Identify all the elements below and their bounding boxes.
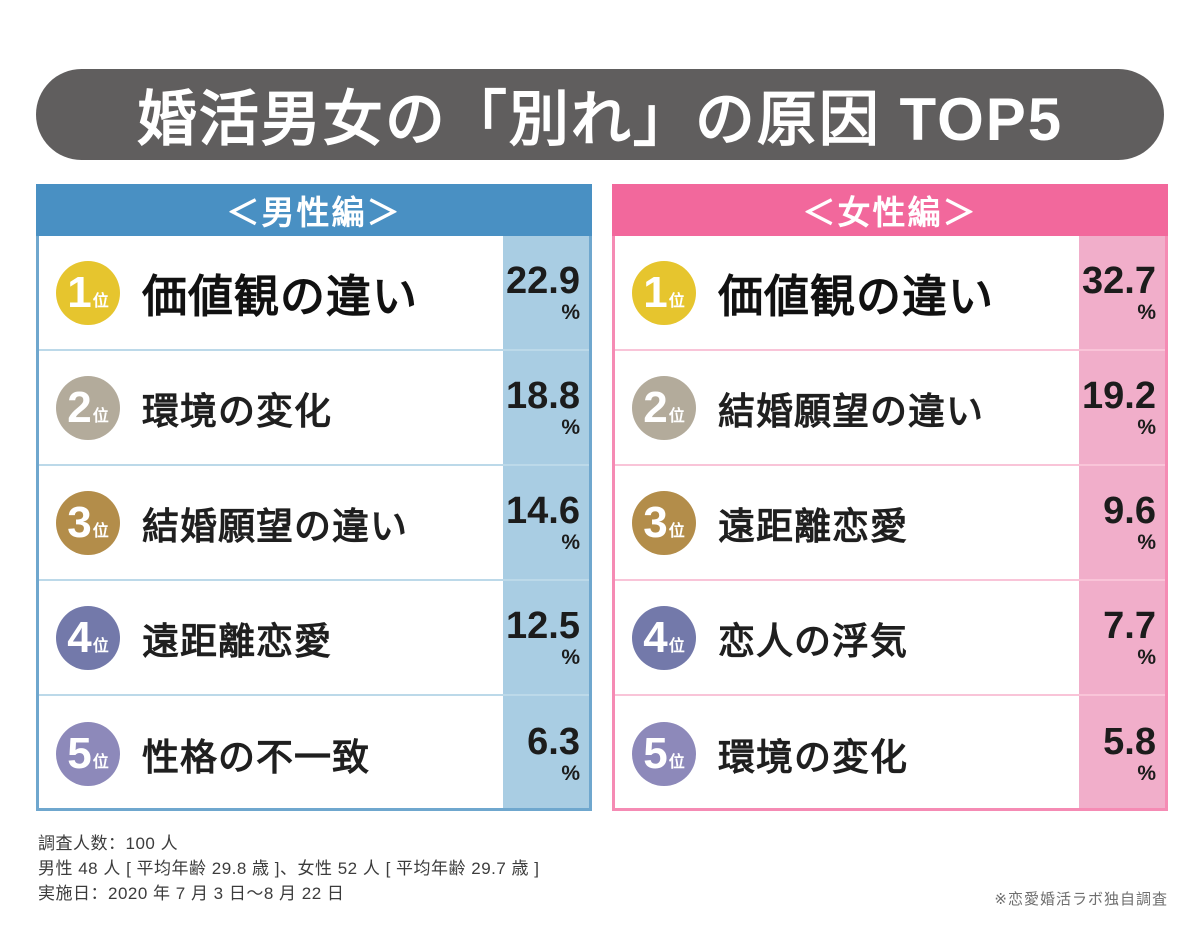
panel-header-men: ＜男性編＞	[36, 184, 592, 236]
percent-sign: %	[561, 646, 580, 669]
percentage-cell: 19.2 %	[1079, 377, 1165, 438]
rank-suffix-label: 位	[668, 637, 685, 655]
cause-label: 遠距離恋愛	[142, 620, 332, 662]
rank-number: 1	[643, 267, 668, 317]
rank-suffix-label: 位	[92, 292, 109, 310]
percentage-cell: 22.9 %	[503, 262, 589, 323]
rank-badge: 2 位	[56, 375, 120, 440]
rank-badge: 5 位	[56, 721, 120, 786]
panel-body: 1 位 価値観の違い 32.7 % 2 位 結婚願望の違い 19.2 % 3 位…	[612, 236, 1168, 811]
survey-note-line: 調査人数：100 人	[38, 834, 179, 853]
percentage-cell: 12.5 %	[503, 607, 589, 668]
panel-men: ＜男性編＞ 1 位 価値観の違い 22.9 % 2 位 環境の変化 18.8 %…	[36, 184, 592, 811]
page-title: 婚活男女の「別れ」の原因 TOP5	[136, 86, 1064, 153]
percent-sign: %	[561, 762, 580, 785]
rank-badge: 1 位	[56, 260, 120, 325]
rank-suffix-label: 位	[668, 292, 685, 310]
cause-label: 性格の不一致	[142, 736, 370, 778]
rank-number: 5	[643, 728, 668, 778]
rank-row: 1 位 価値観の違い 32.7 %	[615, 236, 1165, 351]
title-banner: 婚活男女の「別れ」の原因 TOP5	[36, 69, 1164, 160]
rank-suffix-label: 位	[92, 753, 109, 771]
percentage-value: 9.6	[1103, 490, 1156, 532]
rank-row: 5 位 環境の変化 5.8 %	[615, 696, 1165, 811]
panel-women: ＜女性編＞ 1 位 価値観の違い 32.7 % 2 位 結婚願望の違い 19.2…	[612, 184, 1168, 811]
panel-header-women: ＜女性編＞	[612, 184, 1168, 236]
percentage-cell: 32.7 %	[1079, 262, 1165, 323]
rank-suffix-label: 位	[668, 407, 685, 425]
rank-row: 1 位 価値観の違い 22.9 %	[39, 236, 589, 351]
survey-notes: 調査人数：100 人 男性 48 人 [ 平均年齢 29.8 歳 ]、女性 52…	[38, 831, 540, 906]
rank-badge: 3 位	[56, 490, 120, 555]
percentage-cell: 9.6 %	[1079, 492, 1165, 553]
rank-badge: 5 位	[632, 721, 696, 786]
rank-suffix-label: 位	[668, 753, 685, 771]
rank-badge: 2 位	[632, 375, 696, 440]
percentage-value: 14.6	[506, 490, 580, 532]
cause-label: 遠距離恋愛	[718, 505, 908, 547]
survey-note-line: 実施日：2020 年 7 月 3 日～8 月 22 日	[38, 884, 345, 903]
percentage-value: 6.3	[527, 721, 580, 763]
percent-sign: %	[1137, 531, 1156, 554]
percent-sign: %	[561, 531, 580, 554]
percentage-cell: 7.7 %	[1079, 607, 1165, 668]
rank-badge: 3 位	[632, 490, 696, 555]
rank-row: 2 位 結婚願望の違い 19.2 %	[615, 351, 1165, 466]
percentage-cell: 14.6 %	[503, 492, 589, 553]
cause-label: 結婚願望の違い	[718, 390, 984, 432]
percentage-cell: 18.8 %	[503, 377, 589, 438]
cause-label: 恋人の浮気	[718, 620, 908, 662]
percent-sign: %	[561, 301, 580, 324]
rank-number: 4	[643, 612, 668, 662]
panel-body: 1 位 価値観の違い 22.9 % 2 位 環境の変化 18.8 % 3 位 結…	[36, 236, 592, 811]
rank-number: 1	[67, 267, 92, 317]
percentage-column-background	[503, 236, 589, 808]
rank-badge: 4 位	[632, 605, 696, 670]
rank-suffix-label: 位	[92, 407, 109, 425]
rank-number: 3	[643, 497, 668, 547]
rank-number: 2	[643, 382, 668, 432]
rank-row: 4 位 遠距離恋愛 12.5 %	[39, 581, 589, 696]
percentage-column-background	[1079, 236, 1165, 808]
rank-row: 3 位 遠距離恋愛 9.6 %	[615, 466, 1165, 581]
cause-label: 環境の変化	[142, 390, 332, 432]
percentage-cell: 6.3 %	[503, 723, 589, 784]
survey-note-line: 男性 48 人 [ 平均年齢 29.8 歳 ]、女性 52 人 [ 平均年齢 2…	[38, 859, 540, 878]
rank-number: 4	[67, 612, 92, 662]
cause-label: 環境の変化	[718, 736, 908, 778]
percentage-value: 32.7	[1082, 260, 1156, 302]
rank-number: 5	[67, 728, 92, 778]
percentage-value: 5.8	[1103, 721, 1156, 763]
rank-row: 2 位 環境の変化 18.8 %	[39, 351, 589, 466]
rank-suffix-label: 位	[92, 637, 109, 655]
percentage-value: 18.8	[506, 375, 580, 417]
rank-badge: 1 位	[632, 260, 696, 325]
percent-sign: %	[561, 416, 580, 439]
rank-badge: 4 位	[56, 605, 120, 670]
percentage-value: 22.9	[506, 260, 580, 302]
cause-label: 結婚願望の違い	[142, 505, 408, 547]
percentage-value: 7.7	[1103, 605, 1156, 647]
cause-label: 価値観の違い	[718, 271, 995, 322]
percent-sign: %	[1137, 646, 1156, 669]
cause-label: 価値観の違い	[142, 271, 419, 322]
rank-suffix-label: 位	[92, 522, 109, 540]
rank-number: 3	[67, 497, 92, 547]
rank-suffix-label: 位	[668, 522, 685, 540]
source-note: ※恋愛婚活ラボ独自調査	[994, 891, 1168, 908]
rank-number: 2	[67, 382, 92, 432]
rank-row: 3 位 結婚願望の違い 14.6 %	[39, 466, 589, 581]
percentage-value: 12.5	[506, 605, 580, 647]
percentage-cell: 5.8 %	[1079, 723, 1165, 784]
rank-row: 4 位 恋人の浮気 7.7 %	[615, 581, 1165, 696]
percent-sign: %	[1137, 762, 1156, 785]
percent-sign: %	[1137, 416, 1156, 439]
rank-row: 5 位 性格の不一致 6.3 %	[39, 696, 589, 811]
percentage-value: 19.2	[1082, 375, 1156, 417]
percent-sign: %	[1137, 301, 1156, 324]
ranking-panels: ＜男性編＞ 1 位 価値観の違い 22.9 % 2 位 環境の変化 18.8 %…	[36, 184, 1168, 811]
